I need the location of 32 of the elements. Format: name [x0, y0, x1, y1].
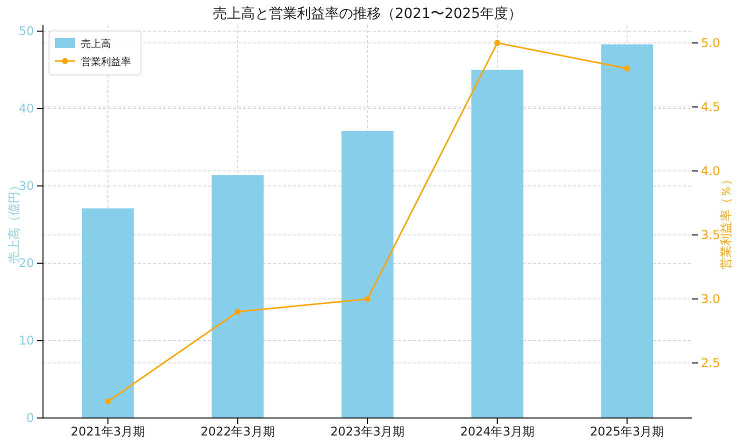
bar — [471, 70, 524, 418]
point — [104, 398, 111, 404]
legend-label: 売上高 — [81, 38, 111, 50]
bar — [82, 208, 134, 418]
x-tick-label: 2024年3月期 — [460, 424, 534, 439]
point — [364, 296, 370, 302]
x-tick-label: 2021年3月期 — [70, 424, 145, 439]
y-tick-label: 20 — [18, 256, 34, 270]
x-tick-label: 2023年3月期 — [330, 424, 405, 439]
y-axis-title: 売上高（億円） — [7, 180, 21, 264]
y2-tick-label: 5.0 — [701, 36, 720, 50]
y2-tick-label: 3.5 — [701, 228, 720, 242]
bar — [212, 175, 264, 418]
y-tick-label: 40 — [18, 101, 34, 116]
point — [624, 66, 630, 72]
x-tick-label: 2022年3月期 — [200, 424, 275, 439]
x-tick-label: 2025年3月期 — [590, 424, 664, 439]
bar — [601, 44, 654, 418]
y-tick-label: 0 — [26, 410, 34, 425]
legend-label: 営業利益率 — [81, 56, 131, 68]
y2-tick-label: 4.0 — [701, 164, 720, 178]
y-tick-label: 50 — [18, 24, 34, 38]
y2-tick-label: 2.5 — [701, 356, 720, 370]
y-tick-label: 30 — [18, 178, 34, 193]
chart-title: 売上高と営業利益率の推移（2021〜2025年度） — [212, 6, 522, 22]
y2-tick-label: 4.5 — [701, 100, 720, 114]
y2-axis-title: 営業利益率（％） — [719, 174, 733, 270]
y-tick-label: 10 — [18, 333, 34, 348]
point — [234, 308, 241, 315]
y2-tick-label: 3.0 — [701, 292, 720, 306]
point — [494, 40, 500, 46]
bar — [342, 130, 394, 418]
